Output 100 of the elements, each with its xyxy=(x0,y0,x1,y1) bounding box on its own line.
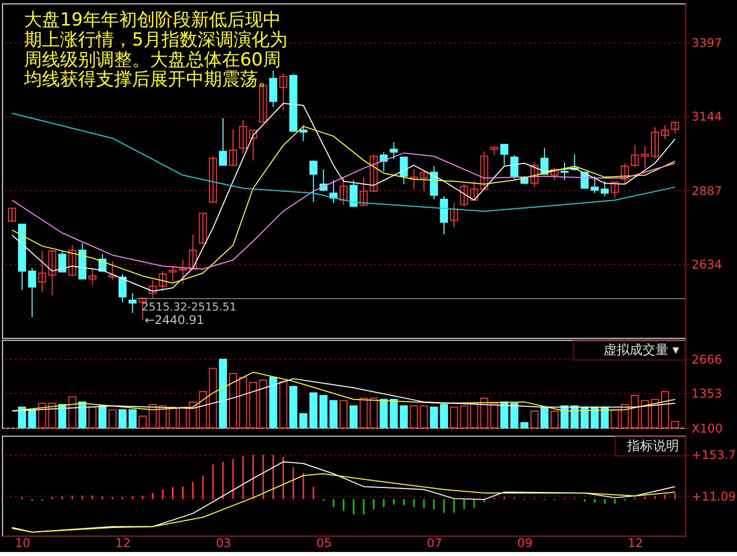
bar xyxy=(329,400,338,428)
candlestick xyxy=(38,250,46,292)
candlestick xyxy=(500,144,508,166)
bar xyxy=(88,406,96,428)
bar xyxy=(440,404,448,428)
bar xyxy=(208,368,217,428)
line-series xyxy=(12,378,676,412)
candlestick xyxy=(8,208,16,222)
x-tick-label: 12 xyxy=(115,536,131,550)
line-series xyxy=(12,372,676,412)
candlestick xyxy=(48,250,56,296)
candlestick xyxy=(420,172,428,192)
bar xyxy=(540,406,548,428)
candlestick xyxy=(490,146,498,156)
candlestick xyxy=(128,292,137,314)
candlestick xyxy=(88,268,96,286)
bar xyxy=(309,392,318,428)
x-tick-label: 07 xyxy=(426,536,442,550)
line-series xyxy=(12,461,676,533)
candlestick xyxy=(158,270,167,292)
line-series xyxy=(12,126,676,284)
bar xyxy=(98,405,106,428)
bar xyxy=(570,405,579,428)
bar xyxy=(188,401,197,428)
x-tick-label: 10 xyxy=(14,536,30,550)
bar xyxy=(178,406,187,428)
candlestick xyxy=(108,260,116,281)
bar xyxy=(410,405,418,428)
bar xyxy=(148,404,157,428)
candlestick xyxy=(360,176,368,207)
bar xyxy=(259,379,268,428)
bar xyxy=(28,409,36,428)
bar xyxy=(198,391,207,428)
candlestick xyxy=(370,154,378,192)
candlestick xyxy=(600,180,609,197)
bar xyxy=(289,386,298,428)
candlestick xyxy=(118,273,127,303)
y-tick-label: 3144 xyxy=(692,109,722,124)
candlestick xyxy=(620,162,629,185)
candlestick xyxy=(440,196,448,235)
bar xyxy=(490,402,498,428)
bar xyxy=(640,400,649,428)
candlestick xyxy=(249,130,258,161)
candlestick xyxy=(610,182,619,199)
bar xyxy=(610,409,619,428)
bar xyxy=(450,406,458,428)
candlestick xyxy=(68,244,76,277)
bar xyxy=(580,406,589,428)
bar xyxy=(530,410,538,428)
candlestick xyxy=(299,124,308,142)
candlestick xyxy=(460,184,468,207)
line-series xyxy=(12,112,676,212)
bar xyxy=(380,398,388,428)
bar xyxy=(360,398,368,428)
candlestick xyxy=(530,162,538,188)
bar xyxy=(500,401,508,428)
candlestick xyxy=(410,168,418,190)
candlestick xyxy=(550,168,558,181)
candlestick xyxy=(229,128,238,167)
bar xyxy=(340,400,348,428)
bar xyxy=(370,398,378,428)
candlestick xyxy=(259,82,268,123)
y-tick-label: 3397 xyxy=(692,36,722,50)
candlestick xyxy=(178,260,187,284)
bar xyxy=(168,406,177,428)
annotation: 指标说明 xyxy=(626,438,680,454)
bar xyxy=(229,373,238,428)
bar xyxy=(48,402,56,428)
candlestick xyxy=(630,144,639,168)
text: 大盘19年年初创阶段新低后现中期上涨行情，5月指数深调演化为周线级别调整。大盘总体在60周均线获得支撑后展开中期震荡。 xyxy=(22,9,288,90)
bar xyxy=(650,398,659,428)
y-tick-label: 1353 xyxy=(692,386,722,400)
annotation: ←2440.91 xyxy=(144,313,204,328)
bar xyxy=(279,380,288,428)
y-tick-label: 2634 xyxy=(692,258,722,272)
bar xyxy=(661,391,670,428)
y-tick-label: +153.7 xyxy=(692,448,736,462)
bar xyxy=(299,413,308,428)
bar xyxy=(671,420,680,428)
bar xyxy=(480,398,488,428)
candlestick xyxy=(430,166,438,200)
bar xyxy=(249,382,258,428)
x-tick-label: 03 xyxy=(216,536,232,550)
bar xyxy=(400,405,408,428)
candlestick xyxy=(218,118,227,166)
candlestick xyxy=(640,146,649,169)
candlestick xyxy=(269,70,278,108)
bar xyxy=(390,398,398,428)
candlestick xyxy=(661,124,670,140)
bar xyxy=(128,409,137,428)
bar xyxy=(470,402,478,428)
bar xyxy=(420,405,428,428)
candlestick xyxy=(239,120,248,154)
bar xyxy=(430,406,438,428)
candlestick xyxy=(188,234,197,270)
bar xyxy=(38,402,46,428)
bar xyxy=(108,409,116,428)
bar xyxy=(620,404,629,428)
candlestick xyxy=(148,280,157,299)
bar xyxy=(630,394,639,428)
